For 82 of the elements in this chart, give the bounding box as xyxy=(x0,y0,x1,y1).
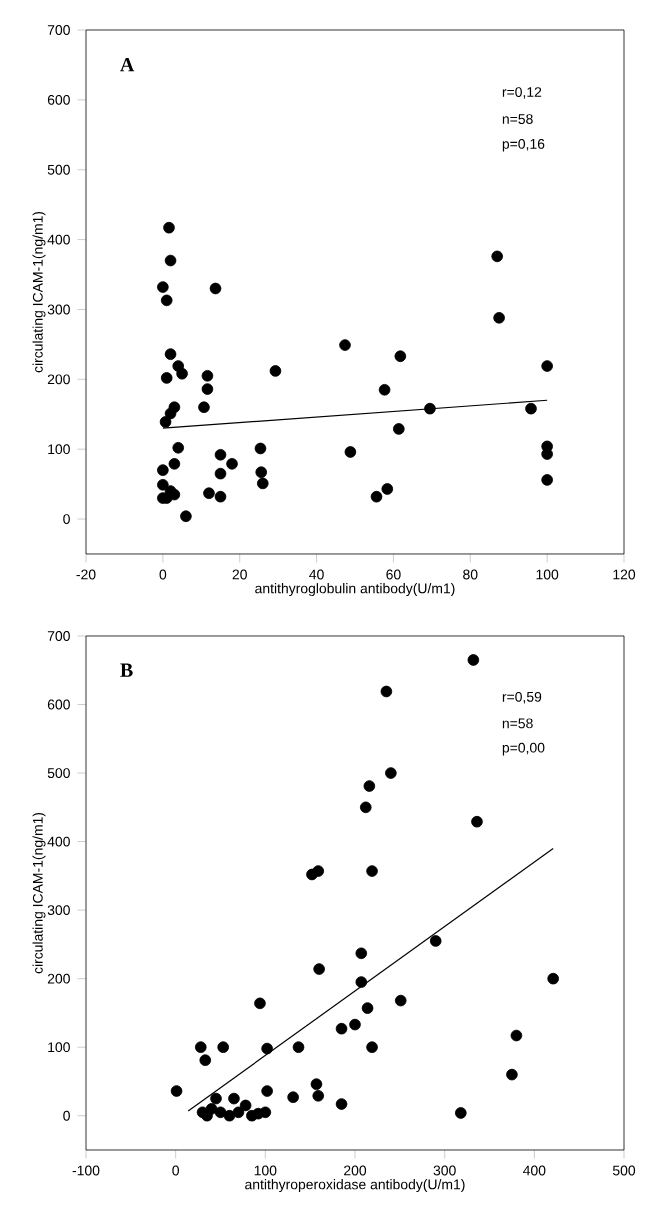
point xyxy=(361,1002,374,1014)
point xyxy=(170,1085,183,1097)
point xyxy=(525,402,537,415)
point xyxy=(349,1018,361,1031)
point xyxy=(510,1029,523,1042)
point xyxy=(335,1098,348,1110)
point xyxy=(214,490,227,503)
point xyxy=(366,1041,378,1053)
point xyxy=(261,1042,273,1055)
point xyxy=(217,1041,229,1053)
point xyxy=(180,510,192,523)
point xyxy=(176,367,188,380)
point xyxy=(201,383,214,395)
point xyxy=(394,350,407,363)
point xyxy=(232,1106,245,1119)
point xyxy=(160,294,173,307)
point xyxy=(168,458,181,470)
point xyxy=(261,1085,273,1097)
point xyxy=(157,464,169,476)
point xyxy=(160,372,173,384)
point xyxy=(363,780,376,792)
point xyxy=(455,1107,467,1119)
point xyxy=(157,281,169,293)
annotation: B xyxy=(120,663,133,677)
point xyxy=(209,282,222,295)
point xyxy=(541,360,553,372)
point xyxy=(335,1022,348,1035)
point xyxy=(164,348,177,360)
point xyxy=(491,250,503,263)
point xyxy=(292,1041,305,1053)
point xyxy=(366,865,378,877)
point xyxy=(254,997,266,1010)
point xyxy=(239,1099,252,1112)
point xyxy=(205,1103,218,1115)
point xyxy=(380,685,393,698)
point xyxy=(203,487,215,499)
point xyxy=(228,1092,240,1105)
point xyxy=(214,448,227,461)
point xyxy=(339,339,351,351)
point xyxy=(214,467,227,480)
point xyxy=(199,1054,212,1067)
point xyxy=(256,477,269,490)
point xyxy=(287,1091,299,1104)
point xyxy=(393,423,405,435)
point xyxy=(164,254,177,267)
point xyxy=(163,221,175,234)
point xyxy=(493,312,505,324)
point xyxy=(210,1092,222,1105)
point xyxy=(394,994,407,1007)
point xyxy=(157,479,169,491)
point xyxy=(269,365,282,377)
point xyxy=(201,370,214,382)
point xyxy=(194,1041,207,1053)
point xyxy=(506,1068,518,1081)
point xyxy=(541,474,553,486)
point xyxy=(467,654,480,666)
point xyxy=(378,384,391,396)
point xyxy=(313,963,325,975)
annotation: A xyxy=(120,57,135,72)
point xyxy=(164,407,177,420)
point xyxy=(370,490,383,503)
point xyxy=(355,947,368,960)
point xyxy=(547,972,559,985)
point xyxy=(312,1090,325,1102)
point xyxy=(429,935,442,947)
point xyxy=(344,446,357,458)
point xyxy=(223,1109,236,1122)
point xyxy=(254,442,267,455)
point xyxy=(172,441,185,454)
point xyxy=(255,466,268,479)
point xyxy=(226,458,238,470)
point xyxy=(424,402,436,415)
point xyxy=(359,801,372,814)
point xyxy=(385,767,397,779)
point xyxy=(198,401,210,414)
point xyxy=(159,416,172,428)
point xyxy=(214,1106,227,1119)
point xyxy=(381,483,394,495)
point xyxy=(310,1078,323,1090)
point xyxy=(312,865,325,877)
point xyxy=(471,815,483,828)
point xyxy=(355,976,368,988)
